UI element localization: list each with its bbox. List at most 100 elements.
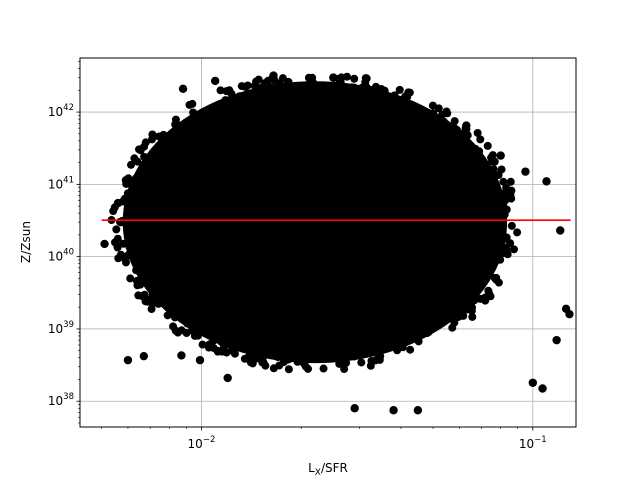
scatter-point [482,237,491,246]
scatter-point [219,339,228,348]
scatter-point [483,141,492,150]
scatter-point [209,104,218,113]
scatter-point [178,84,188,93]
scatter-point [489,165,498,174]
scatter-point [240,354,249,363]
scatter-point [129,221,138,230]
scatter-point [466,161,475,170]
scatter-point [243,344,252,353]
scatter-point [279,358,288,367]
scatter-point [428,101,437,110]
scatter-point [249,99,258,108]
scatter-point [168,130,177,139]
y-tick-label: 1041 [48,175,74,191]
scatter-point [309,78,318,87]
scatter-point [133,157,142,166]
scatter-point [398,343,407,352]
scatter-point [131,208,140,217]
scatter-point [335,92,344,101]
scatter-cloud-core [122,81,508,364]
scatter-point [163,311,172,320]
scatter-point [206,326,215,335]
scatter-point [268,89,277,98]
scatter-point [467,298,476,307]
scatter-point [301,362,310,371]
scatter-point [476,167,485,176]
scatter-point [153,164,162,173]
scatter-point [493,207,502,216]
scatter-point [342,83,351,92]
scatter-point [126,235,135,244]
scatter-point [513,228,522,237]
scatter-point [149,275,158,284]
scatter-point [488,257,497,266]
scatter-point [171,326,180,335]
scatter-point [350,404,359,413]
scatter-point [422,321,431,330]
scatter-point [140,167,149,176]
scatter-point [146,154,155,163]
scatter-point [138,246,147,255]
scatter-point [250,81,260,91]
scatter-point [425,110,434,119]
scatter-point [484,205,493,214]
scatter-point [329,73,338,82]
scatter-point [412,113,421,122]
y-axis-label: Z/Zsun [19,221,33,263]
scatter-point [125,243,134,252]
scatter-point [388,100,397,109]
scatter-point [346,349,355,358]
scatter-point [350,342,359,351]
scatter-point [150,285,159,294]
scatter-point [506,177,515,186]
scatter-point [462,121,471,130]
scatter-point [496,151,505,160]
scatter-point [476,135,485,144]
scatter-point [177,351,186,360]
scatter-point [113,243,122,252]
scatter-point [481,293,490,302]
x-axis-label: LX/SFR [308,461,348,478]
scatter-point [139,351,149,361]
scatter-point [474,266,483,275]
scatter-point [509,245,518,254]
scatter-point [490,157,499,166]
scatter-point [195,355,205,365]
scatter-point [188,99,197,108]
scatter-point [414,337,423,346]
scatter-point [319,364,328,373]
scatter-point [470,288,479,297]
scatter-point [375,347,384,356]
scatter-point [390,91,399,100]
scatter-point [335,359,344,368]
x-tick-label: 10−1 [519,435,547,451]
scatter-point [214,347,223,356]
scatter-point [226,104,235,113]
scatter-point [147,305,156,314]
scatter-point [342,358,351,367]
scatter-point [302,345,311,354]
scatter-point [136,146,145,155]
scatter-point [395,85,404,94]
scatter-point [323,89,332,98]
scatter-point [123,251,132,260]
scatter-point [182,118,191,127]
x-axis-label-suffix: /SFR [321,461,348,475]
scatter-point [460,146,469,155]
scatter-point [440,129,449,138]
scatter-point [422,329,431,338]
scatter-point [521,167,530,176]
scatter-point [502,183,511,192]
scatter-point [163,301,172,310]
scatter-point [198,340,207,349]
scatter-point [175,300,184,309]
scatter-point [277,351,286,360]
scatter-point [438,110,447,119]
scatter-point [242,82,251,91]
scatter-point [308,88,317,97]
scatter-point [506,191,515,200]
scatter-point [100,239,109,249]
scatter-point [174,312,183,321]
scatter-point [126,177,135,186]
scatter-point [396,100,405,109]
